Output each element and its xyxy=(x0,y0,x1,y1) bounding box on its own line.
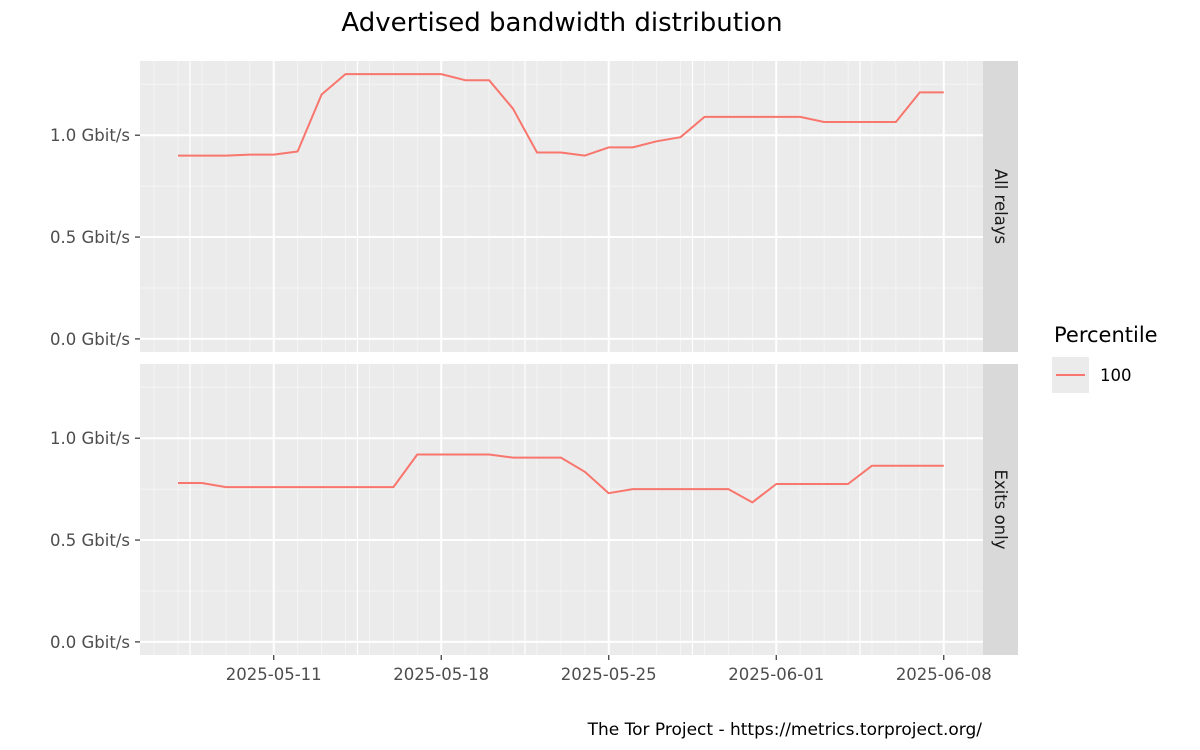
facet-label: All relays xyxy=(991,169,1010,244)
y-tick-label: 0.0 Gbit/s xyxy=(50,330,130,349)
legend: Percentile 100 xyxy=(1052,323,1158,393)
facet-strip xyxy=(983,364,1018,655)
facet-strip xyxy=(983,61,1018,352)
x-tick-label: 2025-05-18 xyxy=(393,665,489,684)
panels: 0.0 Gbit/s 0.5 Gbit/s 1.0 Gbit/s All relays… xyxy=(50,61,1018,655)
y-tick-label: 1.0 Gbit/s xyxy=(50,126,130,145)
facet-label: Exits only xyxy=(991,470,1010,550)
x-tick-label: 2025-05-25 xyxy=(561,665,657,684)
panel-background xyxy=(140,364,983,655)
y-tick-label: 0.5 Gbit/s xyxy=(50,228,130,247)
x-tick-label: 2025-05-11 xyxy=(226,665,322,684)
x-axis: 2025-05-11 2025-05-18 2025-05-25 2025-06-01… xyxy=(226,655,992,684)
panel-0: 0.0 Gbit/s 0.5 Gbit/s 1.0 Gbit/s All relays xyxy=(50,61,1018,352)
chart-caption: The Tor Project - https://metrics.torpro… xyxy=(587,720,983,740)
y-tick-label: 0.0 Gbit/s xyxy=(50,633,130,652)
y-tick-label: 0.5 Gbit/s xyxy=(50,531,130,550)
chart-title: Advertised bandwidth distribution xyxy=(341,8,782,38)
x-tick-label: 2025-06-08 xyxy=(896,665,992,684)
series-line-100 xyxy=(178,453,944,504)
legend-title: Percentile xyxy=(1054,323,1158,347)
panel-1: 0.0 Gbit/s 0.5 Gbit/s 1.0 Gbit/s Exits only xyxy=(50,364,1018,655)
panel-background xyxy=(140,61,983,352)
x-tick-label: 2025-06-01 xyxy=(728,665,824,684)
series-line-100 xyxy=(178,73,944,157)
y-tick-label: 1.0 Gbit/s xyxy=(50,429,130,448)
legend-entry-100: 100 xyxy=(1100,366,1132,385)
